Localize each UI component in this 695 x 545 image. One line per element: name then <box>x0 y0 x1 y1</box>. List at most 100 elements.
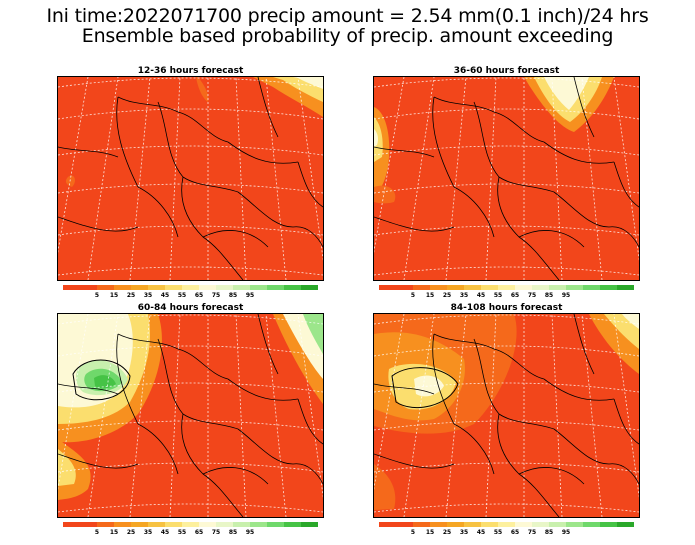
colorbar-swatch <box>515 285 532 290</box>
country-border <box>473 101 555 193</box>
colorbar-swatch <box>114 285 131 290</box>
colorbar-swatch <box>617 285 634 290</box>
colorbar-swatch <box>250 522 267 527</box>
probability-area <box>544 77 589 110</box>
colorbar-swatch <box>199 522 216 527</box>
colorbar-tick-label: 55 <box>493 529 503 536</box>
probability-area <box>94 375 116 389</box>
colorbar-tick-label: 45 <box>476 529 486 536</box>
colorbar-tick-label: 15 <box>109 529 119 536</box>
colorbar <box>379 285 634 290</box>
country-border <box>453 186 495 238</box>
lat-lon-grid <box>374 77 639 280</box>
colorbar-swatch <box>267 285 284 290</box>
longitude-line <box>613 77 639 262</box>
colorbar-tick-label: 95 <box>561 529 571 536</box>
colorbar-swatch <box>148 285 165 290</box>
panel-title: 84-108 hours forecast <box>450 303 563 313</box>
colorbar-swatch <box>80 522 97 527</box>
longitude-line <box>445 77 467 280</box>
country-border <box>58 146 119 158</box>
longitude-line <box>129 77 151 280</box>
colorbar-swatch <box>63 522 80 527</box>
probability-area <box>414 375 444 397</box>
probability-map <box>57 313 324 518</box>
longitude-line <box>403 77 435 280</box>
country-border <box>453 423 495 475</box>
longitude-line <box>235 314 247 517</box>
latitude-line <box>374 314 639 325</box>
longitude-line <box>169 314 181 517</box>
latitude-line <box>374 503 639 513</box>
country-borders <box>58 314 323 517</box>
colorbar-tick-label: 15 <box>425 529 435 536</box>
colorbar-swatch <box>583 522 600 527</box>
colorbar-swatch <box>250 285 267 290</box>
country-border <box>433 333 545 380</box>
country-border <box>433 96 545 143</box>
colorbar-labels: 5 15 25 35 45 55 65 75 85 95 <box>379 530 634 538</box>
colorbar-swatch <box>413 522 430 527</box>
longitude-line <box>265 314 287 517</box>
probability-area <box>374 464 396 510</box>
longitude-line <box>551 77 563 280</box>
colorbar-tick-label: 75 <box>211 529 221 536</box>
latitude-line <box>374 420 639 431</box>
colorbar-swatch <box>216 285 233 290</box>
colorbar-swatch <box>233 285 250 290</box>
country-borders <box>374 77 639 280</box>
colorbar-swatch <box>600 522 617 527</box>
colorbar-tick-label: 65 <box>510 529 520 536</box>
country-border <box>117 96 229 143</box>
colorbar-tick-label: 25 <box>126 292 136 299</box>
colorbar-swatch <box>532 522 549 527</box>
latitude-line <box>58 225 323 236</box>
colorbar-swatch <box>447 522 464 527</box>
country-border <box>374 383 435 395</box>
country-border <box>518 467 585 485</box>
probability-area <box>622 314 639 329</box>
country-border <box>157 338 239 430</box>
colorbar-swatch <box>199 285 216 290</box>
panel-title: 12-36 hours forecast <box>137 66 244 76</box>
colorbar-tick-label: 5 <box>94 292 100 299</box>
country-border <box>613 398 639 445</box>
probability-area <box>374 117 383 162</box>
colorbar-labels: 5 15 25 35 45 55 65 75 85 95 <box>63 293 318 301</box>
probability-area <box>303 314 323 354</box>
colorbar-swatch <box>97 522 114 527</box>
colorbar-swatch <box>566 285 583 290</box>
colorbar-tick-label: 65 <box>510 292 520 299</box>
latitude-line <box>374 225 639 236</box>
country-border <box>237 191 323 248</box>
country-border <box>227 141 299 164</box>
colorbar-swatch <box>430 285 447 290</box>
colorbar-swatch <box>583 285 600 290</box>
colorbar <box>379 522 634 527</box>
country-border <box>202 230 269 248</box>
country-border <box>137 423 179 475</box>
colorbar-tick-label: 75 <box>211 292 221 299</box>
colorbar-swatch <box>532 285 549 290</box>
latitude-line <box>58 345 323 357</box>
latitude-line <box>374 462 639 473</box>
probability-map <box>57 76 324 281</box>
probability-area <box>58 449 76 486</box>
country-border <box>297 398 323 445</box>
colorbar-labels: 5 15 25 35 45 55 65 75 85 95 <box>379 293 634 301</box>
longitude-line <box>265 77 287 280</box>
probability-area <box>374 129 378 147</box>
colorbar-swatch <box>481 285 498 290</box>
contour-line <box>391 367 459 409</box>
country-border <box>237 428 323 485</box>
probability-area <box>293 77 323 89</box>
contour-line <box>72 359 131 401</box>
latitude-line <box>58 183 323 194</box>
colorbar-swatch <box>617 522 634 527</box>
latitude-line <box>374 345 639 357</box>
colorbar-swatch <box>515 522 532 527</box>
latitude-line <box>374 266 639 276</box>
country-border <box>473 338 555 430</box>
colorbar-swatch <box>481 522 498 527</box>
country-border <box>257 314 279 375</box>
